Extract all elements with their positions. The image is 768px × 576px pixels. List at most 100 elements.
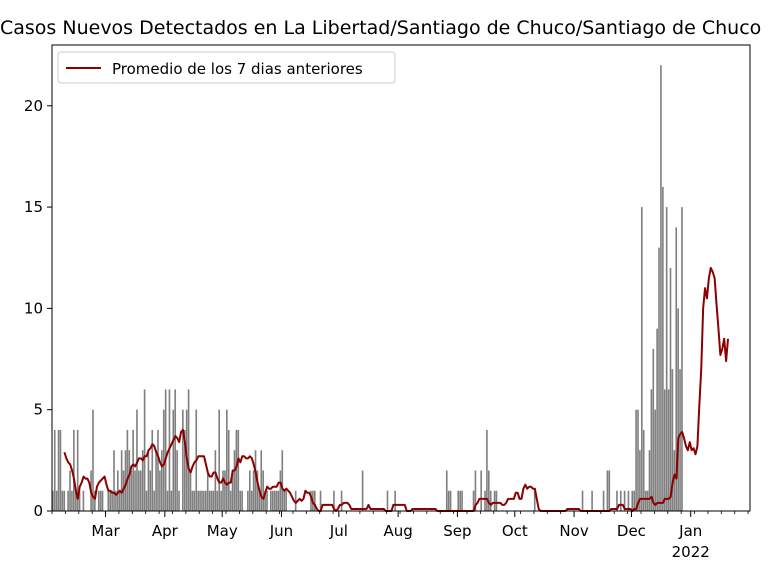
bar <box>480 470 482 511</box>
bar <box>256 470 259 511</box>
bar <box>229 490 232 511</box>
y-tick-label: 0 <box>33 502 43 520</box>
bar <box>241 490 243 511</box>
bar <box>130 470 133 511</box>
legend-label: Promedio de los 7 dias anteriores <box>112 60 363 78</box>
bar <box>191 490 194 511</box>
x-tick-label: Dec <box>617 522 646 540</box>
bar <box>671 369 674 511</box>
bar <box>155 450 157 511</box>
bar <box>591 490 593 511</box>
bar <box>252 470 255 511</box>
bar <box>669 267 672 511</box>
bar <box>258 490 261 511</box>
bar <box>608 470 611 511</box>
bar <box>92 409 94 511</box>
bar <box>183 429 186 511</box>
bar <box>445 470 448 511</box>
bar <box>193 490 196 511</box>
bar <box>128 450 131 511</box>
legend-box <box>57 51 396 84</box>
bar <box>646 490 649 511</box>
bar <box>206 470 209 511</box>
y-tick-label: 15 <box>24 198 43 216</box>
bar <box>141 450 144 511</box>
bar <box>170 490 173 511</box>
bar <box>602 490 605 511</box>
bar <box>201 490 203 511</box>
bar <box>650 389 653 511</box>
bar <box>642 429 645 511</box>
bar <box>254 450 257 511</box>
y-tick-label: 5 <box>33 401 43 419</box>
bar <box>279 470 282 511</box>
x-tick-label: Oct <box>502 522 528 540</box>
line-layer <box>63 266 730 512</box>
bar <box>55 490 58 511</box>
bar <box>53 429 56 511</box>
x-tick-label: Sep <box>443 522 471 540</box>
bar <box>220 490 222 511</box>
chart-title: Casos Nuevos Detectados en La Libertad/S… <box>0 17 761 39</box>
bar <box>271 490 274 511</box>
bar <box>660 65 662 511</box>
bar <box>71 490 73 511</box>
y-tick-label: 20 <box>24 97 43 115</box>
bar <box>132 429 134 511</box>
bar <box>153 490 155 511</box>
bar <box>149 470 152 511</box>
bar <box>178 490 180 511</box>
bar <box>78 490 81 511</box>
bar <box>76 429 79 511</box>
bar <box>652 348 655 511</box>
bar <box>237 429 240 511</box>
bar <box>115 490 117 511</box>
x-tick-label: Jun <box>269 522 293 540</box>
bar <box>270 490 272 511</box>
bar <box>262 470 264 511</box>
bar <box>203 490 205 511</box>
bar <box>662 186 664 511</box>
bar <box>681 207 683 511</box>
bar <box>313 490 316 511</box>
bar <box>124 450 127 511</box>
bar <box>73 429 75 511</box>
bar <box>67 490 69 511</box>
bar <box>635 409 637 511</box>
bar <box>126 429 129 511</box>
bar <box>489 490 492 511</box>
bar <box>151 429 154 511</box>
bar <box>493 490 496 511</box>
bar <box>627 490 630 511</box>
bar <box>111 490 113 511</box>
bar <box>222 470 224 511</box>
bar <box>486 429 488 511</box>
bar <box>182 409 184 511</box>
bar <box>197 490 199 511</box>
bar <box>189 470 192 511</box>
bar <box>488 470 490 511</box>
bar <box>275 490 278 511</box>
moving-average-line <box>63 266 730 512</box>
x-tick-label: Jan <box>678 522 702 540</box>
bar <box>162 409 165 511</box>
bar <box>644 490 647 511</box>
bar <box>233 450 236 511</box>
legend: Promedio de los 7 dias anteriores <box>57 51 396 84</box>
x-tick-label: May <box>207 522 238 540</box>
bar <box>117 470 119 511</box>
bar <box>474 470 477 511</box>
x-tick-label: Jul <box>329 522 348 540</box>
bar <box>667 389 670 511</box>
bar <box>616 490 618 511</box>
bar <box>164 389 167 511</box>
bar <box>484 490 486 511</box>
bar <box>606 470 609 511</box>
bar <box>648 450 651 511</box>
bar <box>139 470 142 511</box>
bar <box>208 490 211 511</box>
bar <box>333 490 335 511</box>
bar <box>679 369 681 511</box>
bar <box>210 490 213 511</box>
